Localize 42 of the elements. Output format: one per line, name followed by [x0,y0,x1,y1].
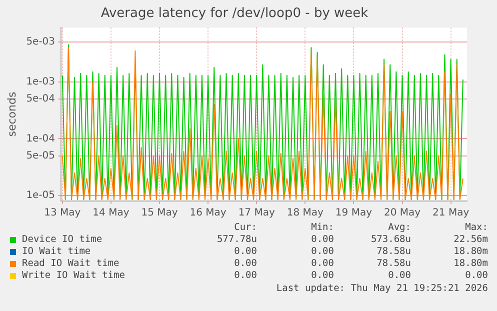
y-axis-title: seconds [5,92,18,137]
text: 0.00 [310,246,334,258]
text: 0.00 [310,270,334,282]
legend-label: Device IO time [22,234,102,246]
text: 18.80m [452,246,488,258]
text: 22.56m [452,234,488,246]
text: Cur: [233,222,257,234]
x-tick-label: 19 May [335,208,372,219]
x-tick-label: 18 May [286,208,324,219]
y-tick-label: 1e-03 [26,76,56,88]
x-tick-label: 14 May [92,208,130,219]
text: 0.00 [387,270,411,282]
text: 0.00 [310,234,334,246]
text: 0.00 [464,270,488,282]
legend-label: Read IO Wait time [22,258,120,270]
y-tick-label: 5e-03 [26,36,56,48]
x-tick-label: 21 May [432,208,470,219]
y-tick-label: 1e-04 [26,133,56,144]
legend-label: Write IO Wait time [22,270,125,282]
text: 78.58u [376,246,411,258]
chart-title: Average latency for /dev/loop0 - by week [100,6,369,22]
x-tick-label: 17 May [238,208,275,219]
text: Avg: [387,222,411,234]
x-tick-label: 13 May [44,208,81,219]
x-tick-label: 20 May [384,208,421,219]
text: 577.78u [216,234,257,246]
text: 0.00 [310,258,334,270]
text: Last update: Thu May 21 19:25:21 2026 [275,283,488,294]
text: 78.58u [376,258,411,270]
text: 573.68u [370,234,411,246]
text: 18.80m [452,258,488,270]
text: 0.00 [233,270,257,282]
y-tick-label: 1e-05 [26,190,56,202]
text: Min: [310,222,334,234]
text: Max: [464,222,488,234]
y-tick-label: 5e-04 [26,94,56,105]
legend-label: IO Wait time [22,246,91,258]
y-tick-label: 5e-05 [26,150,56,162]
x-tick-label: 16 May [190,208,226,219]
x-tick-label: 15 May [141,208,178,219]
text: 0.00 [233,258,257,270]
text: 0.00 [233,246,257,258]
